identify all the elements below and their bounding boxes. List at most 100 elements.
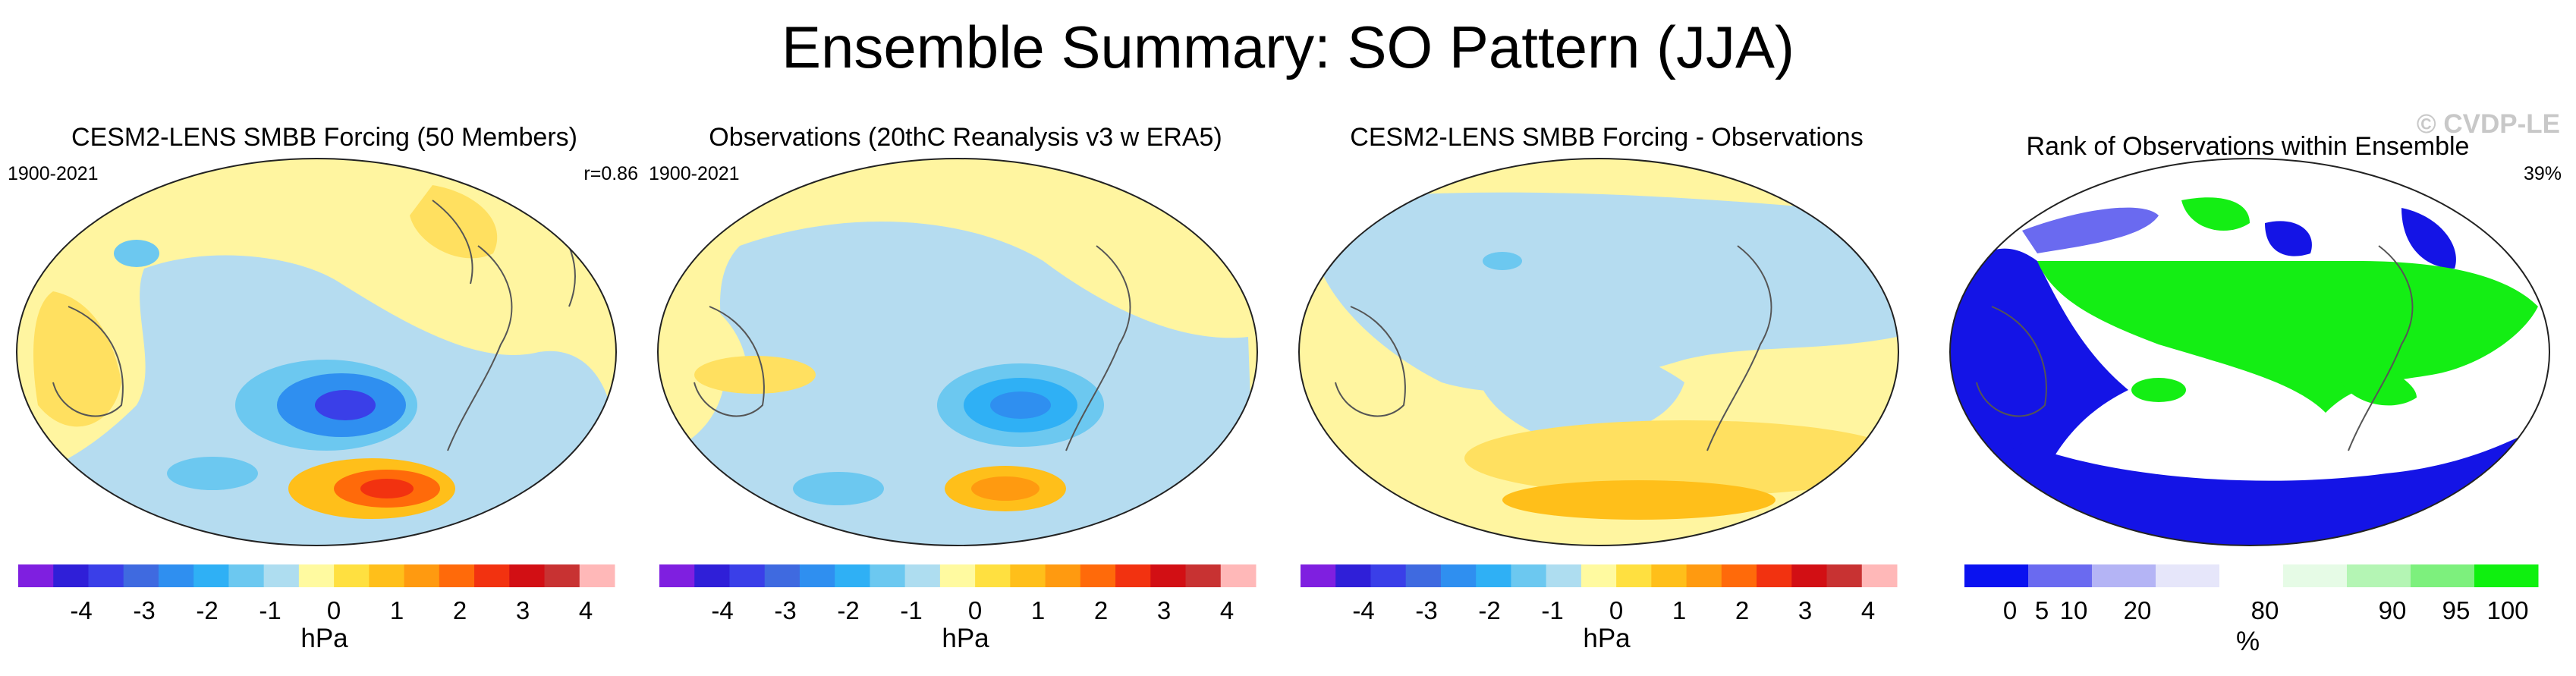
colorbar-swatch — [509, 564, 546, 587]
colorbar-swatch — [2219, 564, 2284, 587]
colorbar-swatch — [1757, 564, 1792, 587]
positive-anomaly-region — [410, 185, 498, 259]
colorbar-tick: 20 — [2123, 596, 2152, 624]
colorbar-hpa — [649, 563, 1282, 593]
map-outline — [657, 158, 1258, 546]
colorbar-swatch — [1335, 564, 1371, 587]
colorbar-tick: -4 — [70, 596, 93, 624]
coastline — [447, 245, 513, 451]
colorbar-swatch — [1791, 564, 1828, 587]
colorbar-swatch — [1651, 564, 1687, 587]
negative-anomaly-region — [167, 457, 258, 490]
colorbar-swatch — [1440, 564, 1477, 587]
colorbar-swatch — [1511, 564, 1547, 587]
colorbar-swatch — [123, 564, 159, 587]
colorbar-swatch — [1301, 564, 1336, 587]
panel-difference: CESM2-LENS SMBB Forcing - Observations -… — [1290, 121, 1923, 676]
colorbar-swatch — [1045, 564, 1081, 587]
colorbar-swatch — [18, 564, 54, 587]
colorbar-tick: -3 — [1415, 596, 1438, 624]
map-model-mean — [16, 158, 617, 546]
colorbar-swatch — [579, 564, 615, 587]
colorbar-swatch — [659, 564, 695, 587]
colorbar-unit: hPa — [300, 624, 348, 653]
colorbar-swatch — [939, 564, 976, 587]
colorbar-swatch — [870, 564, 906, 587]
colorbar-swatch — [1616, 564, 1652, 587]
colorbar-swatch — [544, 564, 580, 587]
colorbar-swatch — [2283, 564, 2348, 587]
colorbar-tick: -2 — [837, 596, 860, 624]
coastline — [1976, 306, 2047, 417]
colorbar-tick: 0 — [2002, 596, 2018, 624]
colorbar-tick: 1 — [1030, 596, 1046, 624]
colorbar-tick: 2 — [452, 596, 467, 624]
low-rank-region — [2022, 207, 2159, 253]
colorbar-swatch — [2028, 564, 2093, 587]
colorbar-swatches — [18, 564, 615, 587]
panel-title: CESM2-LENS SMBB Forcing - Observations — [1350, 123, 1864, 152]
colorbar-swatch — [1010, 564, 1046, 587]
colorbar-tick: 5 — [2034, 596, 2049, 624]
negative-anomaly-region — [793, 472, 884, 505]
colorbar-swatch — [1405, 564, 1442, 587]
colorbar-tick: 100 — [2486, 596, 2529, 624]
colorbar-swatch — [1115, 564, 1151, 587]
positive-anomaly-region — [694, 356, 816, 394]
negative-anomaly-region — [1483, 252, 1522, 270]
colorbar-tick: 10 — [2059, 596, 2088, 624]
colorbar-swatch — [1546, 564, 1582, 587]
panel-title: Rank of Observations within Ensemble — [2026, 132, 2470, 161]
correlation-label: r=0.86 — [583, 163, 638, 184]
negative-anomaly-region — [1474, 335, 1684, 438]
figure-title: Ensemble Summary: SO Pattern (JJA) — [781, 14, 1795, 80]
colorbar-unit: hPa — [1583, 624, 1631, 653]
panel-title: CESM2-LENS SMBB Forcing (50 Members) — [71, 123, 577, 152]
panel-observations: Observations (20thC Reanalysis v3 w ERA5… — [649, 121, 1282, 676]
panel-model-mean: CESM2-LENS SMBB Forcing (50 Members) 190… — [8, 121, 641, 676]
colorbar-swatch — [404, 564, 440, 587]
negative-anomaly-region — [114, 240, 159, 267]
negative-anomaly-core — [990, 391, 1051, 419]
colorbar-tick: -1 — [259, 596, 282, 624]
colorbar-swatch — [1185, 564, 1222, 587]
colorbar-tick: -1 — [900, 596, 923, 624]
high-rank-region — [2037, 261, 2538, 413]
colorbar-swatch — [2347, 564, 2411, 587]
panel-rank: © CVDP-LE Rank of Observations within En… — [1931, 109, 2565, 676]
rank-percent-label: 39% — [2523, 163, 2562, 184]
colorbar-tick: 1 — [389, 596, 404, 624]
colorbar-tick: -4 — [1352, 596, 1375, 624]
colorbar-tick: -3 — [774, 596, 797, 624]
map-outline — [1949, 158, 2550, 546]
colorbar-swatch — [228, 564, 265, 587]
colorbar-swatches — [659, 564, 1257, 587]
map-difference — [1298, 158, 1899, 546]
colorbar-swatch — [799, 564, 835, 587]
colorbar-swatches — [1964, 564, 2539, 587]
map-rank — [1949, 158, 2550, 546]
colorbar-swatch — [1686, 564, 1722, 587]
colorbar-tick: 2 — [1735, 596, 1750, 624]
colorbar-tick: -2 — [1478, 596, 1501, 624]
low-rank-region — [1950, 248, 2128, 477]
negative-anomaly-core — [315, 390, 376, 420]
colorbar-tick: 4 — [1860, 596, 1876, 624]
colorbar-swatch — [729, 564, 766, 587]
coastline — [1706, 245, 1772, 451]
colorbar-swatch — [1721, 564, 1757, 587]
panel-title: Observations (20thC Reanalysis v3 w ERA5… — [709, 123, 1222, 152]
colorbar-tick: -1 — [1541, 596, 1564, 624]
coastline — [52, 306, 124, 417]
colorbar-unit: % — [2235, 627, 2260, 656]
colorbar-swatch — [369, 564, 405, 587]
colorbar-unit: hPa — [942, 624, 989, 653]
map-outline — [16, 158, 617, 546]
colorbar-swatch — [1150, 564, 1187, 587]
colorbar-tick: -3 — [133, 596, 156, 624]
negative-anomaly-region — [1320, 192, 1897, 392]
map-outline — [1298, 158, 1899, 546]
colorbar-swatch — [88, 564, 124, 587]
colorbar-swatch — [474, 564, 510, 587]
low-rank-region — [2401, 208, 2456, 269]
